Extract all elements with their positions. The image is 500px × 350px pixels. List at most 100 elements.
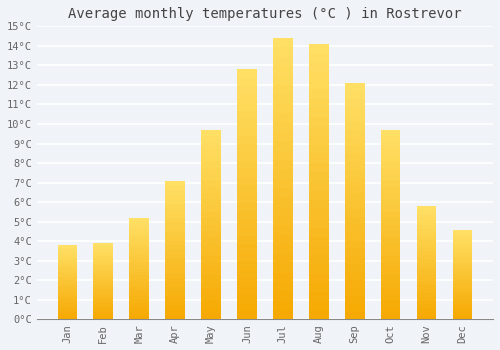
Bar <box>345 193 364 201</box>
Bar <box>201 256 221 262</box>
Bar <box>416 297 436 301</box>
Bar <box>130 235 149 238</box>
Bar <box>416 304 436 308</box>
Bar <box>94 309 113 312</box>
Bar <box>201 301 221 307</box>
Bar <box>416 244 436 248</box>
Bar <box>94 296 113 299</box>
Bar <box>380 269 400 275</box>
Bar <box>237 69 257 78</box>
Bar <box>201 294 221 301</box>
Bar <box>201 149 221 155</box>
Bar <box>94 281 113 284</box>
Bar <box>237 94 257 103</box>
Bar <box>309 44 328 53</box>
Bar <box>380 199 400 206</box>
Bar <box>309 292 328 301</box>
Bar <box>309 182 328 191</box>
Bar <box>273 235 293 244</box>
Bar <box>345 201 364 209</box>
Bar <box>345 240 364 248</box>
Bar <box>166 241 185 245</box>
Bar <box>201 269 221 275</box>
Bar <box>237 203 257 211</box>
Bar <box>345 177 364 186</box>
Bar <box>237 286 257 294</box>
Bar <box>166 190 185 195</box>
Bar <box>273 160 293 169</box>
Bar <box>273 104 293 113</box>
Bar <box>58 300 78 302</box>
Bar <box>452 289 472 293</box>
Bar <box>94 294 113 296</box>
Bar <box>309 310 328 320</box>
Bar <box>452 287 472 289</box>
Bar <box>309 127 328 136</box>
Bar <box>166 222 185 227</box>
Bar <box>273 57 293 66</box>
Bar <box>166 213 185 218</box>
Bar <box>452 280 472 284</box>
Bar <box>273 169 293 179</box>
Bar <box>380 161 400 168</box>
Bar <box>416 232 436 236</box>
Bar <box>452 259 472 262</box>
Bar <box>237 278 257 286</box>
Bar <box>201 281 221 288</box>
Bar <box>237 194 257 203</box>
Bar <box>166 287 185 292</box>
Bar <box>130 269 149 272</box>
Bar <box>273 47 293 57</box>
Bar <box>345 304 364 312</box>
Bar <box>58 255 78 258</box>
Bar <box>94 292 113 294</box>
Bar <box>309 173 328 182</box>
Bar <box>58 262 78 265</box>
Bar <box>94 248 113 251</box>
Bar <box>273 85 293 94</box>
Bar <box>237 219 257 228</box>
Bar <box>380 256 400 262</box>
Bar <box>452 299 472 301</box>
Bar <box>273 244 293 254</box>
Bar <box>237 78 257 86</box>
Bar <box>94 274 113 276</box>
Bar <box>380 275 400 281</box>
Bar <box>452 232 472 236</box>
Bar <box>130 241 149 245</box>
Bar <box>237 144 257 153</box>
Bar <box>130 302 149 306</box>
Bar <box>94 246 113 248</box>
Bar <box>273 207 293 216</box>
Bar <box>237 253 257 261</box>
Bar <box>273 216 293 226</box>
Bar <box>345 280 364 288</box>
Bar <box>58 250 78 253</box>
Bar <box>273 263 293 273</box>
Bar <box>309 108 328 117</box>
Bar <box>416 270 436 274</box>
Bar <box>416 278 436 282</box>
Bar <box>201 174 221 180</box>
Bar <box>416 301 436 304</box>
Bar <box>166 301 185 306</box>
Bar <box>273 273 293 282</box>
Bar <box>94 286 113 289</box>
Bar <box>416 206 436 210</box>
Bar <box>201 250 221 256</box>
Bar <box>452 272 472 274</box>
Bar <box>416 282 436 286</box>
Bar <box>273 188 293 197</box>
Bar <box>380 237 400 244</box>
Bar <box>416 217 436 221</box>
Bar <box>130 316 149 320</box>
Bar <box>345 107 364 114</box>
Bar <box>94 279 113 281</box>
Bar <box>166 306 185 310</box>
Bar <box>452 304 472 307</box>
Bar <box>201 288 221 294</box>
Bar <box>130 279 149 282</box>
Bar <box>309 191 328 200</box>
Bar <box>345 209 364 217</box>
Bar <box>309 283 328 292</box>
